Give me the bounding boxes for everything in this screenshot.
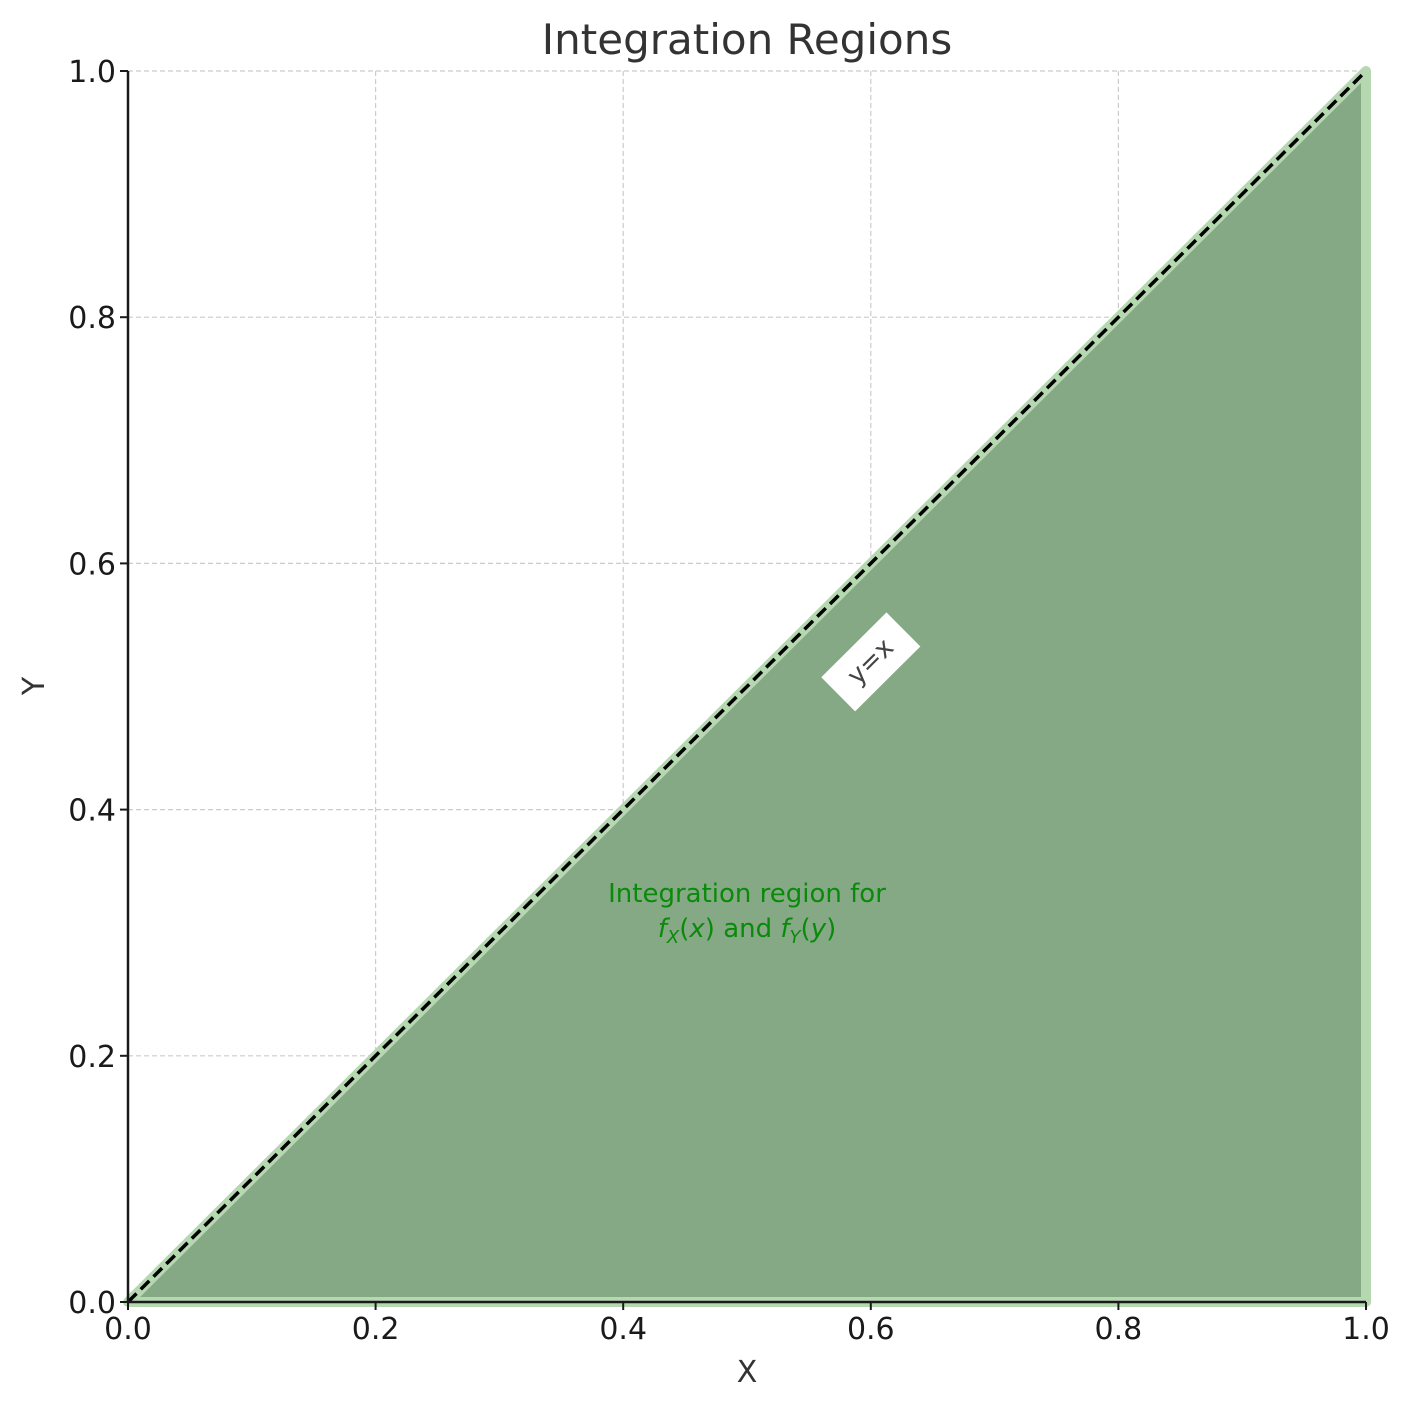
x-tick-label-1: 0.2 xyxy=(352,1312,400,1347)
y-tick-label-4: 0.8 xyxy=(68,301,116,336)
x-tick-label-3: 0.6 xyxy=(847,1312,895,1347)
x-tick-label-2: 0.4 xyxy=(599,1312,647,1347)
x-tick-label-0: 0.0 xyxy=(104,1312,152,1347)
x-ticks: 0.0 0.2 0.4 0.6 0.8 1.0 xyxy=(104,1302,1390,1347)
y-tick-label-3: 0.6 xyxy=(68,547,116,582)
chart-title: Integration Regions xyxy=(542,15,952,64)
x-tick-label-5: 1.0 xyxy=(1342,1312,1390,1347)
region-label-var-x: x xyxy=(688,914,705,944)
region-label-var-y: y xyxy=(810,914,827,944)
diagonal-line xyxy=(126,69,1368,1304)
y-ticks: 0.0 0.2 0.4 0.6 0.8 1.0 xyxy=(68,55,128,1321)
y-tick-label-0: 0.0 xyxy=(68,1286,116,1321)
x-axis-label: X xyxy=(737,1355,758,1390)
region-label-line2: fX(x) and fY(y) xyxy=(658,914,837,948)
region-label-paren-open-y: ( xyxy=(801,914,811,944)
y-tick-label-2: 0.4 xyxy=(68,794,116,829)
diagonal-label-box xyxy=(821,612,921,712)
x-tick-label-4: 0.8 xyxy=(1095,1312,1143,1347)
axes xyxy=(126,71,1366,1304)
region-label-sub-y: Y xyxy=(790,927,803,948)
y-tick-label-5: 1.0 xyxy=(68,55,116,90)
region-label-paren-close-y: ) xyxy=(826,914,836,944)
region-label: Integration region for fX(x) and fY(y) xyxy=(608,879,886,948)
region-label-sub-x: X xyxy=(666,927,680,948)
region-label-line1: Integration region for xyxy=(608,879,886,909)
region-label-and: ) and xyxy=(705,914,781,944)
region-label-paren-open-x: ( xyxy=(679,914,689,944)
y-tick-label-1: 0.2 xyxy=(68,1040,116,1075)
y-axis-label: Y xyxy=(17,676,52,696)
